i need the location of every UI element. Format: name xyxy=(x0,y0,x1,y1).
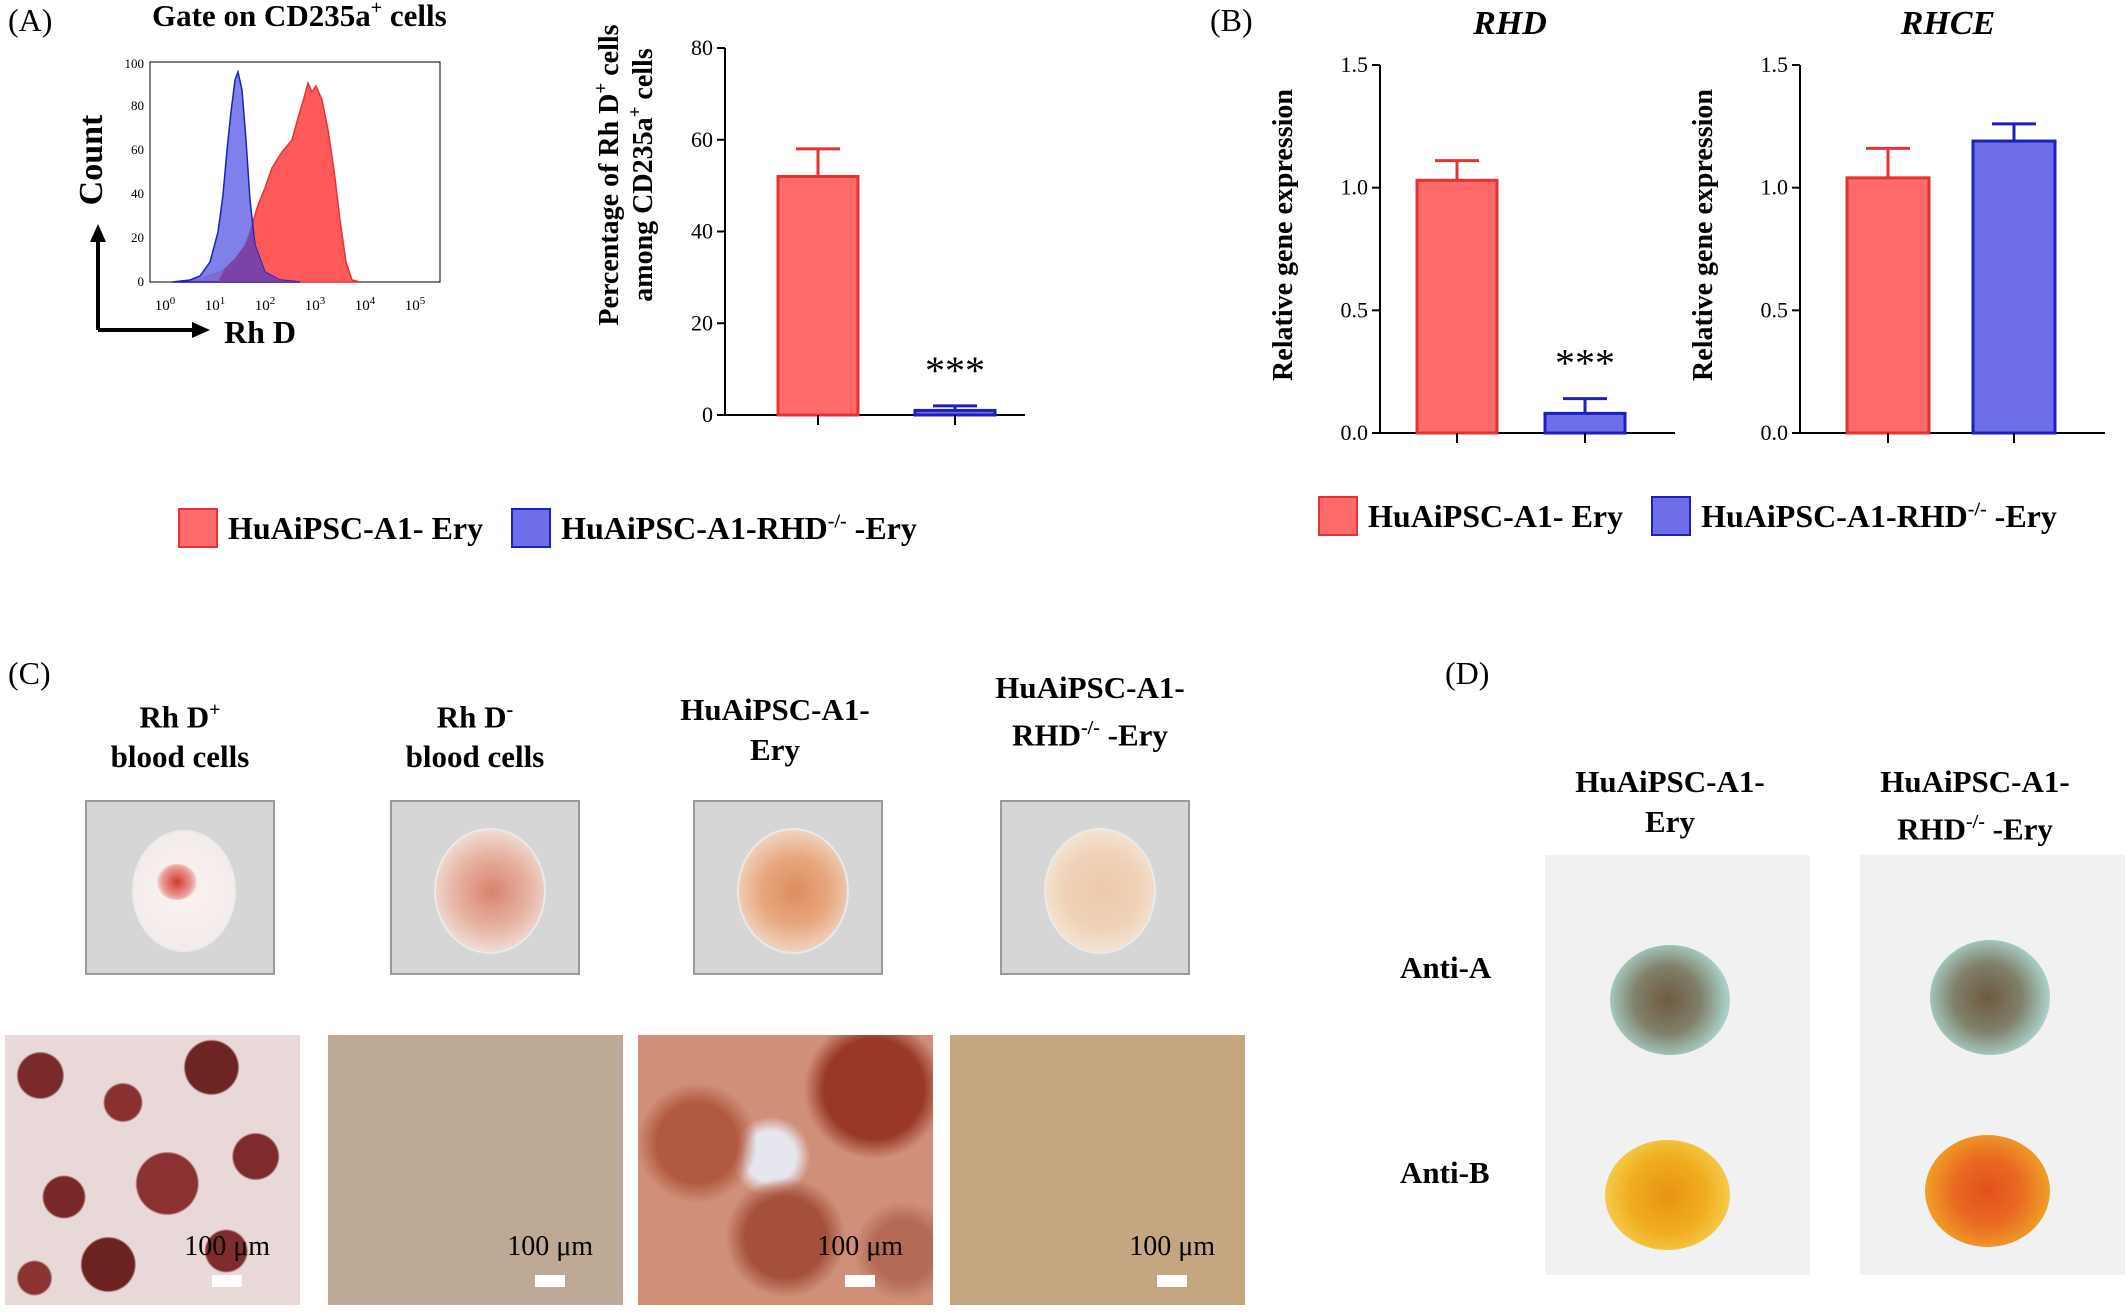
y-tick-label: 1.0 xyxy=(1341,175,1369,200)
svg-text:103: 103 xyxy=(305,295,326,314)
row-label-anti-b: Anti-B xyxy=(1400,1155,1490,1190)
rhd-title: RHD xyxy=(1472,5,1547,42)
thumb-rhd-negative xyxy=(390,800,580,975)
svg-text:80: 80 xyxy=(131,98,144,113)
svg-text:100: 100 xyxy=(155,295,176,314)
anti-b-reaction-ery xyxy=(1605,1140,1730,1250)
rhd-expression-chart: RHD Relative gene expression 0.0 0.5 1.0 1.… xyxy=(1268,5,1675,445)
histogram-axis-arrows xyxy=(90,224,210,338)
y-tick-label: 1.5 xyxy=(1761,52,1789,77)
svg-text:0: 0 xyxy=(138,274,145,289)
thumb-rhd-positive xyxy=(85,800,275,975)
y-tick-label: 0 xyxy=(702,402,713,427)
scale-label: 100 μm xyxy=(184,1231,270,1262)
y-tick-label: 0.5 xyxy=(1761,297,1789,322)
micro-huaipsc-ery: 100 μm xyxy=(638,1035,933,1305)
scale-bar xyxy=(1157,1275,1187,1287)
histogram-x-ticks: 100 101 102 103 104 105 xyxy=(155,295,426,314)
histogram-xlabel: Rh D xyxy=(224,314,296,350)
micro-rhd-negative: 100 μm xyxy=(328,1035,623,1305)
legend-b: HuAiPSC-A1- Ery HuAiPSC-A1-RHD-/- -Ery xyxy=(1318,496,2057,536)
svg-text:100: 100 xyxy=(125,56,145,71)
bar-huaipsc-rhd-ko xyxy=(1543,411,1627,435)
y-tick-label: 20 xyxy=(691,310,713,335)
legend-a-red-label: HuAiPSC-A1- Ery xyxy=(228,509,484,546)
svg-text:105: 105 xyxy=(405,295,426,314)
anti-a-reaction-ery xyxy=(1610,945,1730,1055)
micro-huaipsc-rhd-ko: 100 μm xyxy=(950,1035,1245,1305)
y-tick-label: 0.0 xyxy=(1341,420,1369,445)
typing-card-rhd-ko xyxy=(1860,855,2125,1275)
y-tick-label: 80 xyxy=(691,35,713,60)
panel-label-a: (A) xyxy=(8,2,53,38)
c-title-huaipsc-ery: HuAiPSC-A1- Ery xyxy=(680,692,870,767)
scale-bar xyxy=(845,1275,875,1287)
rhce-expression-chart: RHCE Relative gene expression 0.0 0.5 1.0 1… xyxy=(1688,5,2105,445)
bar-huaipsc-rhd-ko xyxy=(1971,139,2057,435)
anti-b-reaction-rhd-ko xyxy=(1925,1135,2050,1247)
y-tick-label: 0.0 xyxy=(1761,420,1789,445)
panel-label-c: (C) xyxy=(8,655,51,691)
legend-b-red-swatch xyxy=(1318,496,1358,536)
micro-rhd-positive: 100 μm xyxy=(5,1035,300,1305)
histogram-y-ticks: 0 20 40 60 80 100 xyxy=(125,56,145,289)
y-tick-label: 40 xyxy=(691,219,713,244)
svg-text:20: 20 xyxy=(131,230,144,245)
anti-a-reaction-rhd-ko xyxy=(1930,940,2050,1055)
thumb-huaipsc-rhd-ko xyxy=(1000,800,1190,975)
bar-a-ylabel-line1: Percentage of Rh D+ cells xyxy=(591,24,625,325)
legend-a-blue-swatch xyxy=(511,508,552,548)
overlap-region xyxy=(218,225,300,282)
c-title-rhd-negative: Rh D- blood cells xyxy=(405,699,545,775)
scale-label: 100 μm xyxy=(507,1231,593,1262)
c-title-huaipsc-rhd-ko: HuAiPSC-A1- RHD-/- -Ery xyxy=(995,670,1185,753)
y-tick-label: 1.0 xyxy=(1761,175,1789,200)
legend-b-red-label: HuAiPSC-A1- Ery xyxy=(1368,497,1624,534)
bar-huaipsc-ery xyxy=(1845,176,1931,435)
c-title-rhd-positive: Rh D+ blood cells xyxy=(110,699,250,775)
legend-b-blue-swatch xyxy=(1651,496,1692,536)
panel-label-d: (D) xyxy=(1445,655,1490,691)
significance-label: *** xyxy=(1555,341,1615,386)
typing-card-ery xyxy=(1545,855,1810,1275)
bar-huaipsc-ery xyxy=(1415,178,1499,435)
flow-histogram: Gate on CD235a+ cells 0 20 40 60 80 100 … xyxy=(73,0,447,350)
histogram-ylabel: Count xyxy=(73,114,110,205)
svg-text:101: 101 xyxy=(205,295,226,314)
svg-text:60: 60 xyxy=(131,142,144,157)
rhd-ylabel: Relative gene expression xyxy=(1268,89,1299,381)
bar-huaipsc-ery xyxy=(776,174,860,417)
y-tick-label: 1.5 xyxy=(1341,52,1369,77)
significance-label: *** xyxy=(925,348,985,393)
percentage-bar-chart: Percentage of Rh D+ cells among CD235a+ … xyxy=(591,24,1025,427)
row-label-anti-a: Anti-A xyxy=(1400,950,1492,985)
panel-label-b: (B) xyxy=(1210,2,1253,38)
svg-text:102: 102 xyxy=(255,295,276,314)
bar-huaipsc-rhd-ko xyxy=(913,408,997,417)
scale-bar xyxy=(535,1275,565,1287)
svg-text:104: 104 xyxy=(355,295,376,314)
scale-label: 100 μm xyxy=(1129,1231,1215,1262)
legend-a-blue-label: HuAiPSC-A1-RHD-/- -Ery xyxy=(561,509,917,546)
histogram-title: Gate on CD235a+ cells xyxy=(152,0,447,33)
legend-a-red-swatch xyxy=(178,508,218,548)
rhce-ylabel: Relative gene expression xyxy=(1688,89,1719,381)
y-tick-label: 60 xyxy=(691,127,713,152)
d-col-title-ery: HuAiPSC-A1- Ery xyxy=(1575,764,1765,839)
y-tick-label: 0.5 xyxy=(1341,297,1369,322)
thumb-huaipsc-ery xyxy=(693,800,883,975)
scale-label: 100 μm xyxy=(817,1231,903,1262)
svg-text:40: 40 xyxy=(131,186,144,201)
legend-b-blue-label: HuAiPSC-A1-RHD-/- -Ery xyxy=(1701,497,2057,534)
rhce-title: RHCE xyxy=(1900,5,1995,42)
bar-a-ylabel-line2: among CD235a+ cells xyxy=(625,48,659,302)
d-col-title-rhd-ko: HuAiPSC-A1- RHD-/- -Ery xyxy=(1880,764,2070,847)
scale-bar xyxy=(212,1275,242,1287)
legend-a: HuAiPSC-A1- Ery HuAiPSC-A1-RHD-/- -Ery xyxy=(178,508,917,548)
